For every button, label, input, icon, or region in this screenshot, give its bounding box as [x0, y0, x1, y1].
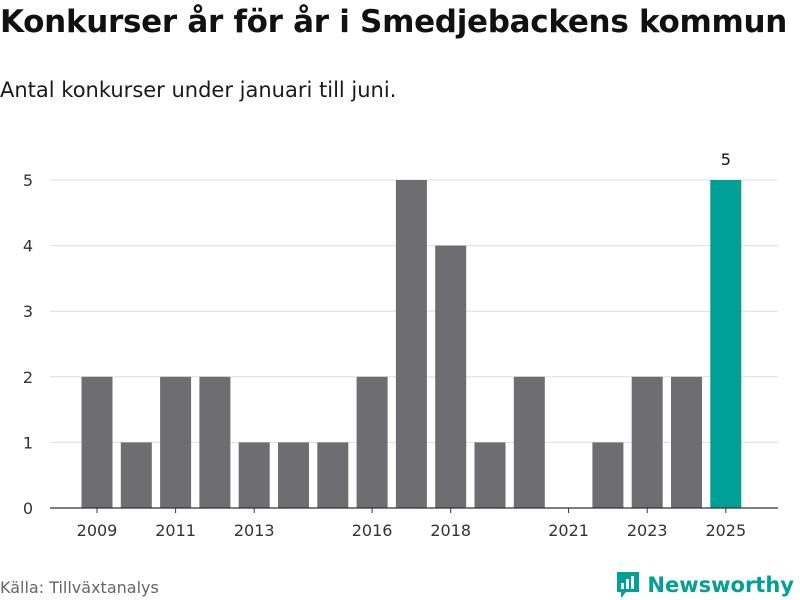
bar: [199, 376, 231, 508]
bar: [435, 245, 467, 508]
y-tick-label: 2: [23, 368, 33, 387]
bar: [474, 442, 506, 508]
chart-subtitle: Antal konkurser under januari till juni.: [0, 78, 397, 102]
brand-name: Newsworthy: [647, 573, 794, 597]
newsworthy-logo-icon: [617, 572, 640, 598]
bar: [710, 180, 742, 508]
bar: [671, 376, 702, 508]
bar: [238, 442, 270, 508]
y-tick-label: 5: [23, 171, 33, 190]
bar: [631, 376, 663, 508]
x-tick-label: 2025: [705, 521, 746, 540]
x-tick-label: 2016: [352, 521, 393, 540]
bar-value-label: 5: [721, 150, 731, 169]
newsworthy-brand: Newsworthy: [615, 570, 794, 600]
bar: [160, 376, 192, 508]
y-tick-label: 3: [23, 302, 33, 321]
x-tick-label: 2018: [430, 521, 471, 540]
y-tick-label: 4: [23, 237, 33, 256]
bar: [278, 442, 309, 508]
bar: [120, 442, 152, 508]
chart-title: Konkurser år för år i Smedjebackens komm…: [0, 4, 787, 40]
bar: [513, 376, 545, 508]
x-tick-label: 2021: [548, 521, 589, 540]
bar: [81, 376, 113, 508]
x-tick-label: 2023: [627, 521, 668, 540]
x-tick-label: 2009: [77, 521, 118, 540]
x-tick-label: 2013: [234, 521, 275, 540]
source-note: Källa: Tillväxtanalys: [0, 578, 159, 597]
y-tick-label: 1: [23, 433, 33, 452]
bar: [592, 442, 624, 508]
bar: [317, 442, 349, 508]
x-tick-label: 2011: [155, 521, 196, 540]
y-tick-label: 0: [23, 499, 33, 518]
bar: [395, 180, 427, 508]
bar: [356, 376, 388, 508]
